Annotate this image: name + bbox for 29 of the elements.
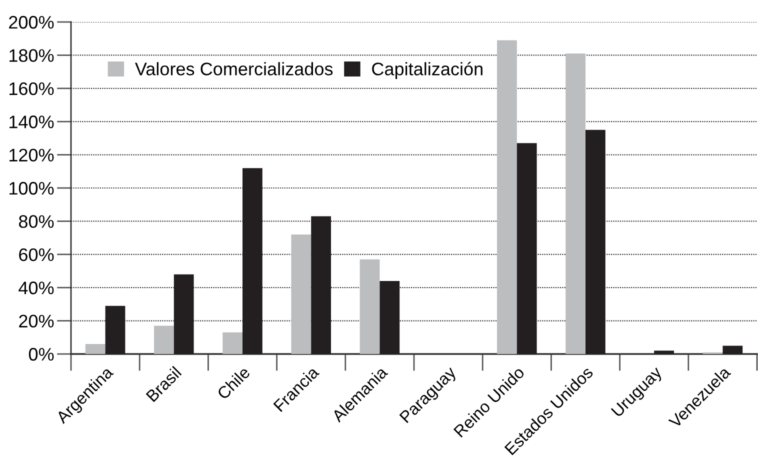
bar <box>222 332 242 354</box>
bar <box>154 326 174 354</box>
y-tick-label: 100% <box>10 182 54 195</box>
bar <box>722 346 743 354</box>
bar <box>497 40 517 354</box>
bar <box>586 130 606 354</box>
legend-label: Capitalización <box>372 62 482 79</box>
bar <box>85 344 106 354</box>
legend-label: Valores Comercializados <box>134 62 333 76</box>
y-tick-label: 80% <box>18 215 54 228</box>
y-tick-label: 180% <box>10 49 54 62</box>
bar <box>380 280 400 354</box>
bar <box>654 350 674 354</box>
bar <box>566 54 586 354</box>
y-tick-label: 200% <box>9 16 54 29</box>
bar <box>242 168 262 354</box>
y-tick-label: 20% <box>19 314 54 328</box>
bar <box>105 306 126 354</box>
bar <box>360 259 380 354</box>
y-tick-label: 140% <box>10 116 54 128</box>
bar <box>291 234 312 354</box>
bar <box>516 143 537 354</box>
y-tick-label: 40% <box>18 282 54 294</box>
y-tick-label: 160% <box>10 82 54 96</box>
y-tick-label: 0% <box>28 348 54 361</box>
y-tick-label: 60% <box>19 248 54 262</box>
bar <box>174 274 194 354</box>
bar <box>311 216 331 354</box>
y-tick-label: 120% <box>10 148 54 162</box>
